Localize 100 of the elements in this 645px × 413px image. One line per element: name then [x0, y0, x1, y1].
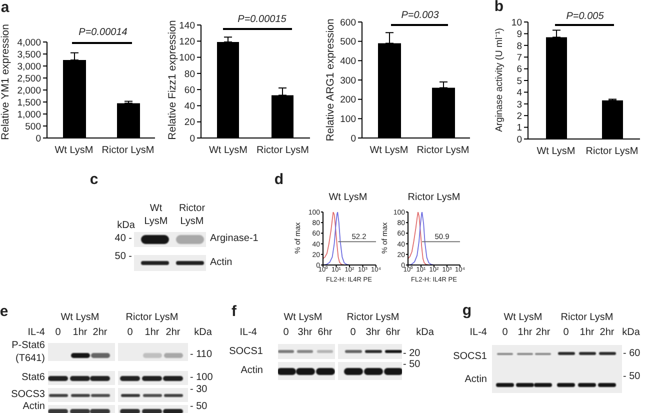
y-tick-label: 2,000 [17, 85, 41, 96]
y-tick-label: 4,000 [17, 37, 41, 48]
y-tick-label: 3 [516, 99, 522, 110]
y-axis-title: Relative ARG1 expression [324, 18, 337, 142]
x-tick-label: Wt LysM [54, 145, 94, 156]
text: - 50 [403, 358, 420, 370]
text: kDa [117, 220, 135, 232]
text: 50 - [114, 250, 132, 262]
y-tick-label: 200 [340, 94, 356, 106]
x-tick-label: Wt LysM [370, 145, 408, 156]
text: - 110 [190, 348, 212, 360]
text: 0 [55, 326, 61, 338]
text: b [494, 0, 504, 16]
text: a [0, 0, 10, 16]
text: Rictor LysM [346, 312, 400, 324]
y-tick-label: 500 [340, 36, 356, 48]
y-tick-label: 2 [516, 110, 522, 122]
y-tick-label: 3,000 [17, 61, 41, 72]
text: d [274, 171, 284, 188]
text: 1hr [144, 326, 160, 338]
text: 1hr [518, 326, 532, 338]
x-tick-label: Wt LysM [536, 146, 576, 158]
y-tick-label: 2,500 [17, 73, 41, 84]
text: 3hr [298, 326, 312, 338]
chart-title: Rictor LysM [408, 192, 460, 204]
y-tick-label: 3,500 [17, 49, 41, 60]
y-tick-label: 1,500 [17, 97, 41, 108]
y-tick-label: 500 [25, 121, 41, 132]
y-tick-label: 7 [516, 52, 522, 64]
text: 0 [127, 326, 133, 338]
y-tick-label: 0 [350, 133, 356, 144]
x-tick-label: Rictor LysM [102, 145, 154, 156]
text: IL-4 [470, 326, 487, 338]
y-tick-label: 300 [340, 75, 356, 86]
text: 6hr [386, 326, 400, 338]
text: - 100 [190, 372, 213, 384]
y-tick-label: 6 [516, 64, 522, 76]
y-tick-label: 9 [516, 29, 522, 40]
text: P=0.003 [401, 10, 439, 22]
y-tick-label: 10 [511, 17, 522, 28]
y-tick-label: 80 [184, 68, 195, 80]
text: 0 [283, 326, 289, 338]
text: Actin [210, 256, 232, 268]
y-tick-label: 40 [184, 101, 195, 112]
text: Actin [464, 374, 487, 386]
text: SOCS3 [11, 388, 45, 400]
text: 40 - [114, 232, 132, 244]
text: f [232, 303, 236, 320]
y-axis-title: Relative YM1 expression [0, 24, 12, 140]
y-axis-title: Arginase activity (U ml⁻¹) [494, 28, 506, 132]
text: P-Stat6 (T641) [10, 339, 45, 365]
y-tick-label: 8 [516, 40, 522, 52]
y-tick-label: 120 [179, 36, 195, 48]
text: g [462, 302, 472, 320]
text: 2hr [536, 326, 550, 338]
text: kDa [416, 326, 434, 338]
text: - 20 [403, 348, 420, 360]
text: Actin [240, 364, 263, 376]
text: Rictor LysM [560, 312, 614, 324]
y-tick-label: 0 [36, 133, 41, 144]
x-tick-label: Rictor LysM [586, 146, 638, 158]
text: 0 [502, 326, 508, 338]
x-tick-label: Rictor LysM [416, 145, 470, 156]
y-tick-label: 60 [184, 84, 195, 96]
text: kDa [622, 326, 640, 338]
text: 2hr [166, 326, 180, 338]
chart-title: Wt LysM [328, 192, 368, 204]
text: Wt LysM [60, 312, 100, 324]
text: 3hr [366, 326, 380, 338]
y-tick-label: 100 [340, 114, 356, 126]
y-tick-label: 5 [516, 76, 522, 87]
text: Rictor LysM [126, 312, 178, 324]
text: c [90, 171, 98, 188]
text: Wt LysM [504, 312, 542, 324]
text: P=0.005 [566, 10, 604, 22]
text: P=0.00014 [78, 26, 128, 38]
text: SOCS1 [229, 346, 263, 358]
text: Arginase-1 [210, 232, 258, 244]
text: - 60 [623, 348, 640, 360]
text: IL-4 [28, 326, 45, 338]
text: 1hr [580, 326, 594, 338]
y-tick-label: 0 [190, 133, 195, 144]
text: SOCS1 [453, 350, 487, 362]
y-tick-label: 1 [516, 122, 522, 134]
y-tick-label: 4 [516, 88, 522, 99]
y-tick-label: 400 [340, 56, 356, 68]
text: 6hr [318, 326, 332, 338]
text: - 50 [190, 400, 208, 412]
y-tick-label: 1,000 [17, 109, 41, 120]
y-tick-label: 140 [179, 20, 195, 32]
text: Rictor LysM [178, 202, 206, 228]
text: - 30 [190, 384, 208, 396]
text: - 50 [623, 370, 640, 382]
x-tick-label: Wt LysM [208, 145, 248, 156]
text: kDa [194, 326, 212, 338]
text: P=0.00015 [238, 14, 286, 26]
text: Wt LysM [284, 312, 322, 324]
x-tick-label: Rictor LysM [256, 145, 309, 156]
text: Wt LysM [143, 202, 169, 228]
y-tick-label: 100 [179, 52, 195, 64]
